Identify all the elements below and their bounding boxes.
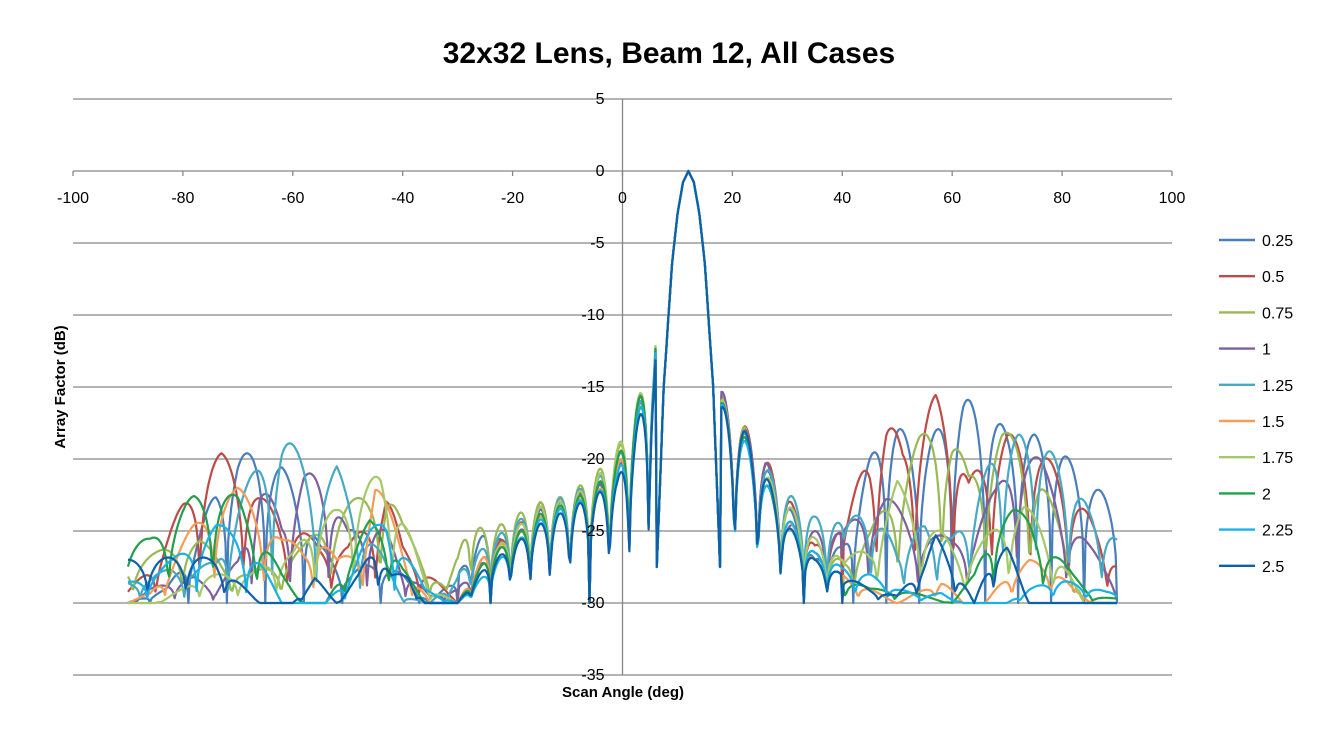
series-line-2.5 [128, 169, 1117, 605]
x-tick-label: -100 [57, 190, 89, 207]
legend-label: 2.25 [1262, 523, 1293, 540]
y-tick-label: -15 [581, 379, 604, 396]
y-tick-label: -35 [581, 667, 604, 684]
axes [72, 99, 1173, 675]
x-tick-label: 100 [1159, 190, 1186, 207]
tick-labels: 5 0 -5 -10 -15 -20 -25 -30 -35 -100 -80 -60 -40 -20 0 2… [57, 91, 1185, 684]
y-axis-title: Array Factor (dB) [52, 325, 69, 448]
chart-title: 32x32 Lens, Beam 12, All Cases [443, 37, 896, 70]
series-lines [126, 169, 1119, 605]
x-tick-label: 20 [724, 190, 742, 207]
x-tick-label: 0 [618, 190, 627, 207]
legend-label: 0.5 [1262, 269, 1284, 286]
legend-label: 1.25 [1262, 378, 1293, 395]
series-line-1.75 [128, 169, 1117, 605]
legend-label: 1.75 [1262, 450, 1293, 467]
y-tick-label: -10 [581, 307, 604, 324]
y-tick-label: -20 [581, 451, 604, 468]
x-tick-label: -20 [501, 190, 524, 207]
legend-label: 1.5 [1262, 414, 1284, 431]
legend: 0.25 0.5 0.75 1 1.25 1.5 1.75 2 2.25 2.5 [1219, 233, 1293, 576]
legend-label: 1 [1262, 342, 1271, 359]
y-tick-label: 5 [596, 91, 605, 108]
x-tick-label: -80 [171, 190, 194, 207]
y-tick-label: -30 [581, 595, 604, 612]
legend-label: 2.5 [1262, 559, 1284, 576]
x-tick-label: -60 [281, 190, 304, 207]
y-tick-label: 0 [596, 163, 605, 180]
legend-label: 0.75 [1262, 305, 1293, 322]
x-tick-label: 40 [833, 190, 851, 207]
series-line-2 [126, 169, 1118, 605]
series-line-1.5 [127, 169, 1117, 605]
legend-label: 2 [1262, 486, 1271, 503]
x-tick-label: -40 [391, 190, 414, 207]
legend-label: 0.25 [1262, 233, 1293, 250]
y-tick-label: -25 [581, 523, 604, 540]
x-tick-label: 80 [1053, 190, 1071, 207]
x-axis-title: Scan Angle (deg) [562, 684, 684, 701]
x-tick-label: 60 [943, 190, 961, 207]
y-tick-label: -5 [590, 235, 604, 252]
